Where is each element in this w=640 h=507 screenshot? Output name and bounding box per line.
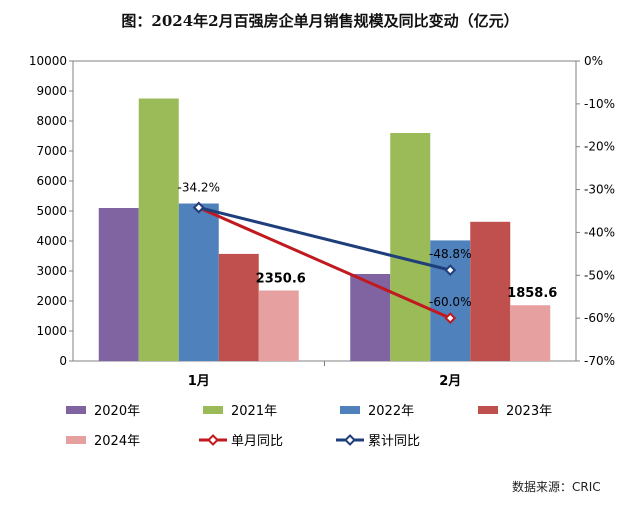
- bar-2024年: [510, 305, 551, 361]
- left-tick-label: 6000: [36, 174, 67, 188]
- bar-2022年: [178, 203, 219, 361]
- lines: [192, 201, 457, 325]
- bar-2023年: [470, 221, 511, 361]
- right-tick-label: -50%: [584, 268, 615, 282]
- source-note: 数据来源：CRIC: [512, 480, 601, 494]
- line-marker: [444, 312, 457, 325]
- left-tick-label: 1000: [36, 324, 67, 338]
- line-value-label: -48.8%: [429, 247, 471, 261]
- line-marker: [444, 264, 457, 277]
- line-value-label: -34.2%: [178, 181, 220, 195]
- legend-label: 2023年: [506, 404, 552, 419]
- bar-2020年: [350, 274, 391, 361]
- legend-marker: [344, 434, 356, 446]
- chart-title: 图：2024年2月百强房企单月销售规模及同比变动（亿元）: [121, 12, 519, 30]
- left-tick-label: 7000: [36, 144, 67, 158]
- right-tick-label: -30%: [584, 183, 615, 197]
- line-value-label: -60.0%: [429, 295, 471, 309]
- bar-2020年: [98, 208, 139, 361]
- legend-label: 累计同比: [368, 434, 420, 449]
- legend-swatch: [66, 406, 86, 414]
- data-labels: 2350.6 1858.6 -60.0% -34.2% -48.8%: [178, 181, 558, 310]
- legend: 2020年 2021年 2022年 2023年 2024年 单月同比 累计同比: [66, 404, 552, 449]
- bar-value-label: 2350.6: [256, 271, 306, 286]
- line-单月同比: [198, 206, 451, 320]
- line-marker: [192, 201, 205, 214]
- line-累计同比: [198, 206, 451, 272]
- legend-label: 2021年: [231, 404, 277, 419]
- bar-2021年: [390, 133, 431, 361]
- right-tick-label: -70%: [584, 354, 615, 368]
- left-tick-label: 9000: [36, 84, 67, 98]
- legend-label: 2022年: [368, 404, 414, 419]
- left-tick-label: 0: [59, 354, 67, 368]
- category-label: 1月: [188, 374, 210, 389]
- legend-swatch: [340, 406, 360, 414]
- right-tick-label: -40%: [584, 225, 615, 239]
- legend-label: 单月同比: [231, 434, 283, 449]
- bar-2022年: [430, 240, 471, 361]
- bar-2023年: [218, 253, 259, 361]
- right-tick-label: -60%: [584, 311, 615, 325]
- legend-swatch: [478, 406, 498, 414]
- legend-swatch: [66, 436, 86, 444]
- legend-marker: [207, 434, 219, 446]
- left-tick-label: 2000: [36, 294, 67, 308]
- axes: 0 1000 2000 3000 4000 5000 6000 7000 8000 9000 100…: [29, 54, 615, 389]
- bar-2021年: [138, 98, 179, 361]
- left-tick-label: 5000: [36, 204, 67, 218]
- bars: [98, 98, 551, 361]
- left-tick-label: 10000: [29, 54, 67, 68]
- category-label: 2月: [439, 374, 461, 389]
- bar-2024年: [258, 290, 299, 361]
- left-tick-label: 8000: [36, 114, 67, 128]
- legend-label: 2024年: [94, 434, 140, 449]
- right-tick-label: -20%: [584, 140, 615, 154]
- left-tick-label: 4000: [36, 234, 67, 248]
- right-tick-label: -10%: [584, 97, 615, 111]
- legend-label: 2020年: [94, 404, 140, 419]
- left-tick-label: 3000: [36, 264, 67, 278]
- legend-swatch: [203, 406, 223, 414]
- bar-value-label: 1858.6: [507, 286, 557, 301]
- right-tick-label: 0%: [584, 54, 603, 68]
